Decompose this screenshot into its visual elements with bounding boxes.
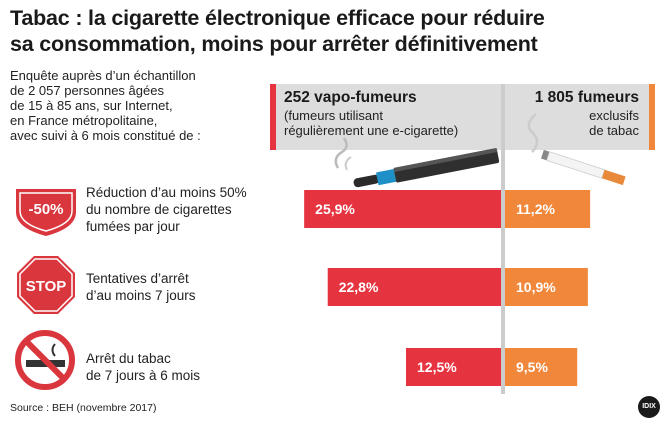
- cigarette-icon: [527, 113, 626, 186]
- idix-logo: IDIX: [638, 396, 660, 418]
- vapo-bar-1: [327, 268, 501, 306]
- vapo-group-name: 252 vapo-fumeurs: [284, 89, 417, 106]
- fumeurs-header-bg: [505, 84, 655, 150]
- minus-50-shield-icon: -50%: [16, 189, 76, 236]
- title-line-1: Tabac : la cigarette électronique effica…: [10, 6, 545, 30]
- category-label-line: du nombre de cigarettes: [86, 202, 232, 217]
- category-label-arret: Arrêt du tabac de 7 jours à 6 mois: [86, 350, 200, 384]
- fumeurs-desc-line: de tabac: [589, 123, 639, 138]
- title-line-2: sa consommation, moins pour arrêter défi…: [10, 32, 538, 56]
- intro-text: Enquête auprès d’un échantillon de 2 057…: [10, 68, 270, 143]
- category-label-line: Arrêt du tabac: [86, 351, 171, 366]
- vapo-accent-stripe: [270, 84, 276, 150]
- vapo-group-desc: (fumeurs utilisant régulièrement une e-c…: [284, 108, 458, 138]
- fumeurs-bar-0: [505, 190, 591, 228]
- fumeurs-bar-1: [505, 268, 588, 306]
- fumeurs-bar-label-0: 11,2%: [516, 201, 555, 217]
- fumeurs-bar-label-1: 10,9%: [516, 279, 556, 295]
- category-label-line: Tentatives d’arrêt: [86, 271, 189, 286]
- vapo-bar-0: [304, 190, 501, 228]
- intro-line: de 15 à 85 ans, sur Internet,: [10, 98, 173, 113]
- no-smoking-icon: [15, 330, 75, 390]
- category-label-line: Réduction d’au moins 50%: [86, 185, 247, 200]
- category-label-line: d’au moins 7 jours: [86, 288, 196, 303]
- vapo-bar-label-2: 12,5%: [417, 359, 457, 375]
- vapo-bar-2: [406, 348, 501, 386]
- bars-group: 25,9% 22,8% 12,5% 11,2% 10,9% 9,5%: [304, 190, 591, 386]
- vapo-header-bg: [270, 84, 503, 150]
- intro-line: de 2 057 personnes âgées: [10, 83, 164, 98]
- vapo-desc-line: (fumeurs utilisant: [284, 108, 383, 123]
- chart-title: Tabac : la cigarette électronique effica…: [10, 5, 660, 57]
- fumeurs-group-desc: exclusifs de tabac: [589, 108, 639, 138]
- fumeurs-bar-2: [505, 348, 578, 386]
- e-cigarette-icon: [334, 137, 500, 188]
- fumeurs-bar-label-2: 9,5%: [516, 359, 548, 375]
- fumeurs-desc-line: exclusifs: [589, 108, 639, 123]
- stop-text: STOP: [26, 278, 67, 295]
- center-divider: [501, 84, 505, 394]
- category-label-line: fumées par jour: [86, 219, 180, 234]
- source-note: Source : BEH (novembre 2017): [10, 402, 157, 414]
- vapo-bar-label-0: 25,9%: [315, 201, 355, 217]
- vapo-desc-line: régulièrement une e-cigarette): [284, 123, 459, 138]
- category-label-line: de 7 jours à 6 mois: [86, 368, 201, 383]
- category-label-tentatives: Tentatives d’arrêt d’au moins 7 jours: [86, 270, 196, 304]
- intro-line: avec suivi à 6 mois constitué de :: [10, 128, 201, 143]
- vapo-bar-label-1: 22,8%: [339, 279, 379, 295]
- vapo-header: 252 vapo-fumeurs (fumeurs utilisant régu…: [270, 84, 503, 150]
- intro-line: en France métropolitaine,: [10, 113, 158, 128]
- fumeurs-group-name: 1 805 fumeurs: [534, 89, 639, 106]
- stop-sign-icon: STOP: [17, 256, 75, 314]
- fumeurs-header: 1 805 fumeurs exclusifs de tabac: [505, 84, 655, 150]
- category-label-reduction: Réduction d’au moins 50% du nombre de ci…: [86, 184, 247, 235]
- intro-line: Enquête auprès d’un échantillon: [10, 68, 196, 83]
- fumeurs-accent-stripe: [649, 84, 655, 150]
- minus-50-text: -50%: [28, 201, 63, 218]
